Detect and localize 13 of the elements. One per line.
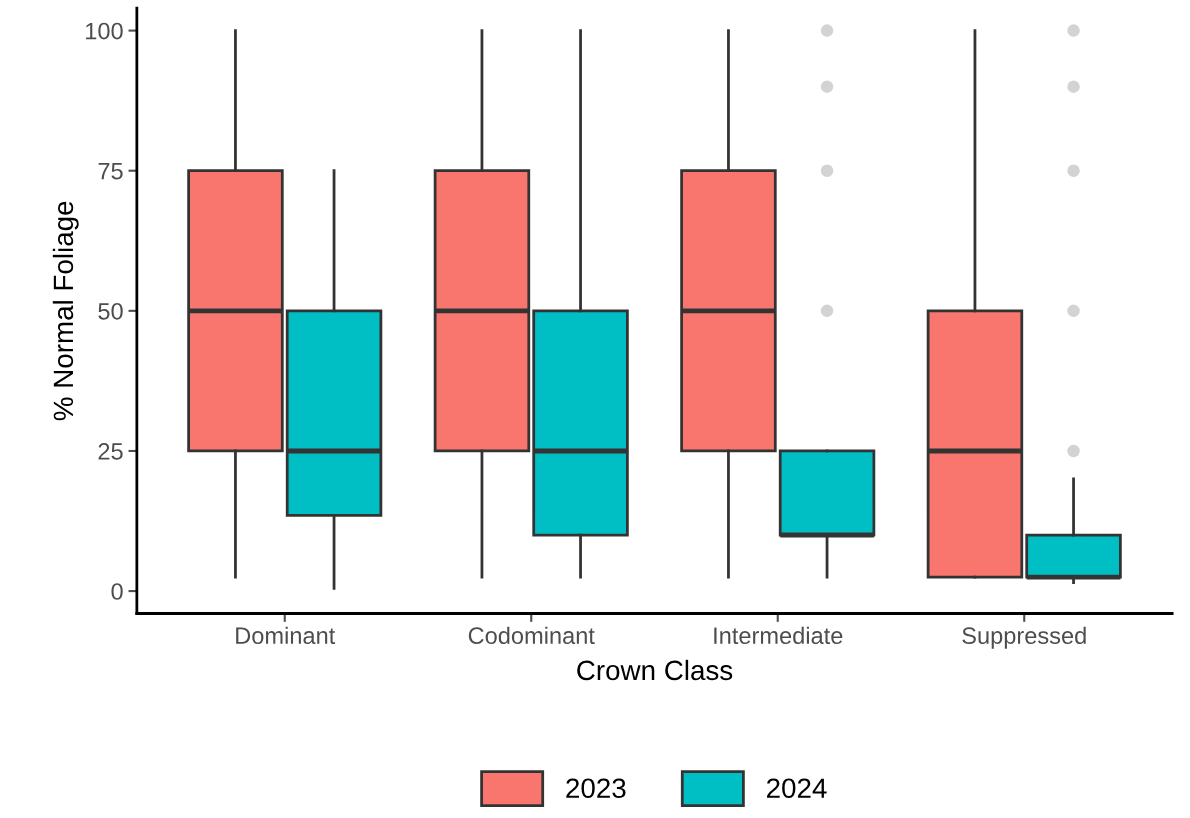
legend-label: 2024 bbox=[767, 778, 827, 799]
y-tick-label: 25 bbox=[98, 443, 123, 460]
x-axis-title: Crown Class bbox=[577, 659, 733, 681]
x-tick-label: Intermediate bbox=[714, 626, 843, 645]
y-tick-label: 0 bbox=[111, 583, 123, 600]
y-tick-label: 100 bbox=[86, 22, 123, 40]
x-tick-label: Dominant bbox=[236, 626, 336, 645]
legend-label: 2023 bbox=[566, 778, 626, 799]
y-tick-label: 50 bbox=[98, 302, 123, 320]
x-tick-label: Codominant bbox=[468, 626, 595, 645]
x-tick-label: Suppressed bbox=[962, 626, 1086, 649]
y-tick-label: 75 bbox=[98, 163, 123, 180]
y-axis-title: % Normal Foliage bbox=[52, 201, 79, 421]
